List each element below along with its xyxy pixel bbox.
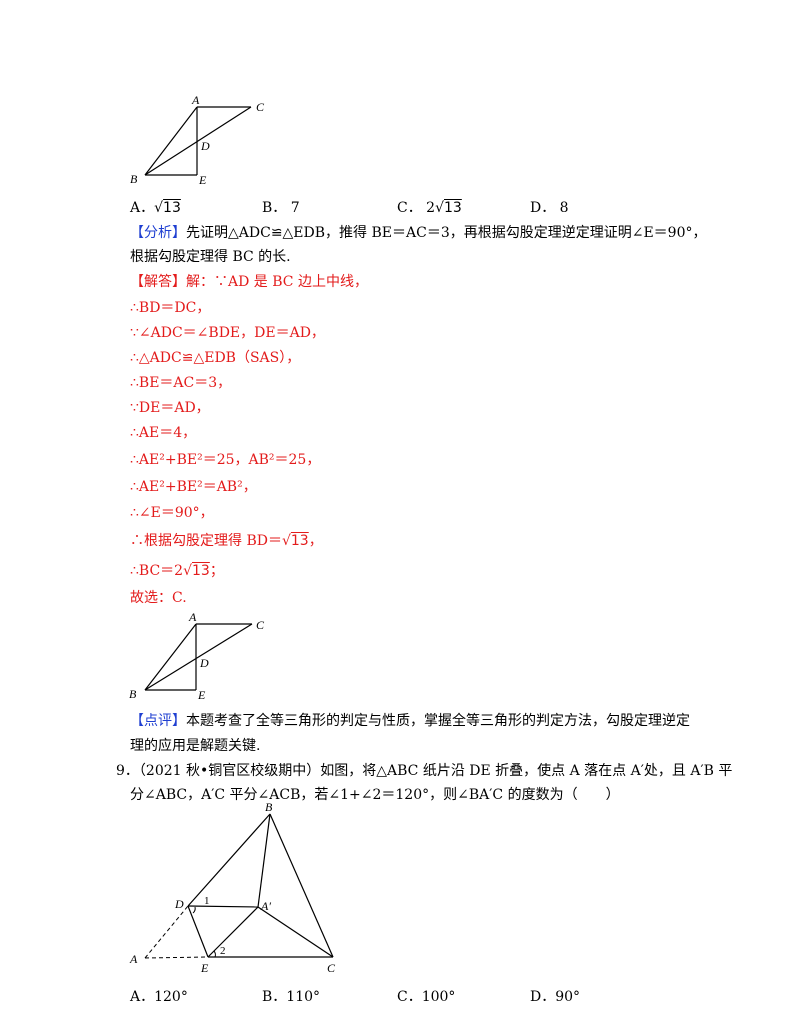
solution-line-13: 故选：C. xyxy=(130,590,187,606)
solution-line-4: ∴△ADC≌△EDB（SAS）， xyxy=(130,350,301,366)
solution-line-10: ∴∠E＝90°， xyxy=(130,505,214,521)
fig3-label-e: E xyxy=(200,961,209,975)
fig1-label-a: A xyxy=(191,93,200,107)
fig2-label-e: E xyxy=(197,688,206,702)
fig2-label-d: D xyxy=(199,656,209,670)
fig3-angle-1: 1 xyxy=(204,895,210,907)
q9-choice-c[interactable]: C．100° xyxy=(397,989,456,1005)
choice-a[interactable]: A．√13 xyxy=(130,200,181,216)
analysis-line-1: 【分析】先证明△ADC≌△EDB，推得 BE＝AC＝3，再根据勾股定理逆定理证明… xyxy=(130,225,707,241)
figure-2-triangle: A C D B E xyxy=(129,610,265,702)
comment-tag: 【点评】 xyxy=(130,713,186,729)
fig1-label-c: C xyxy=(256,100,265,114)
solution-line-2: ∴BD＝DC， xyxy=(130,300,211,316)
figure-3-fold-triangle: B D 1 A′ 2 A E C xyxy=(129,800,336,975)
fig3-label-a: A xyxy=(129,952,138,966)
solution-line-9: ∴AE²+BE²＝AB²， xyxy=(130,479,257,495)
fig3-label-b: B xyxy=(265,800,273,814)
fig3-label-d: D xyxy=(174,897,184,911)
choice-b[interactable]: B． 7 xyxy=(262,200,300,216)
solution-line-6: ∵DE＝AD， xyxy=(130,400,210,416)
q9-choice-a[interactable]: A．120° xyxy=(130,989,188,1005)
fig3-angle-2: 2 xyxy=(220,945,226,957)
fig2-label-c: C xyxy=(256,618,265,632)
solution-line-12: ∴BC＝2√13； xyxy=(130,563,224,579)
solution-line-11: ∴根据勾股定理得 BD＝√13， xyxy=(130,533,323,549)
solution-line-5: ∴BE＝AC＝3， xyxy=(130,375,232,391)
comment-line-1: 【点评】本题考查了全等三角形的判定与性质，掌握全等三角形的判定方法，勾股定理逆定 xyxy=(130,713,690,729)
solution-line-3: ∵∠ADC＝∠BDE，DE＝AD， xyxy=(130,325,325,341)
analysis-tag: 【分析】 xyxy=(130,225,186,241)
comment-line-2: 理的应用是解题关键. xyxy=(130,738,261,754)
q9-choice-b[interactable]: B．110° xyxy=(262,989,321,1005)
fig1-label-d: D xyxy=(200,139,210,153)
solution-tag: 【解答】 xyxy=(130,274,186,290)
choice-d[interactable]: D． 8 xyxy=(530,200,569,216)
analysis-line-2: 根据勾股定理得 BC 的长. xyxy=(130,249,291,265)
fig3-label-a-prime: A′ xyxy=(260,899,271,913)
fig2-label-b: B xyxy=(129,687,137,701)
fig1-label-b: B xyxy=(130,172,138,186)
q9-choice-d[interactable]: D．90° xyxy=(530,989,581,1005)
fig2-label-a: A xyxy=(188,610,197,624)
figure-1-triangle: A C D B E xyxy=(130,93,265,187)
q9-line-2: 分∠ABC，A′C 平分∠ACB，若∠1+∠2＝120°，则∠BA′C 的度数为… xyxy=(130,787,620,803)
solution-line-7: ∴AE＝4， xyxy=(130,425,197,441)
fig3-label-c: C xyxy=(327,961,336,975)
q9-line-1: 9．（2021 秋•铜官区校级期中）如图，将△ABC 纸片沿 DE 折叠，使点 … xyxy=(116,763,733,779)
solution-line-8: ∴AE²+BE²＝25，AB²＝25， xyxy=(130,452,321,468)
fig1-label-e: E xyxy=(198,173,207,187)
solution-line-1: 【解答】解：∵AD 是 BC 边上中线， xyxy=(130,274,368,290)
choice-c[interactable]: C． 2√13 xyxy=(397,200,462,216)
